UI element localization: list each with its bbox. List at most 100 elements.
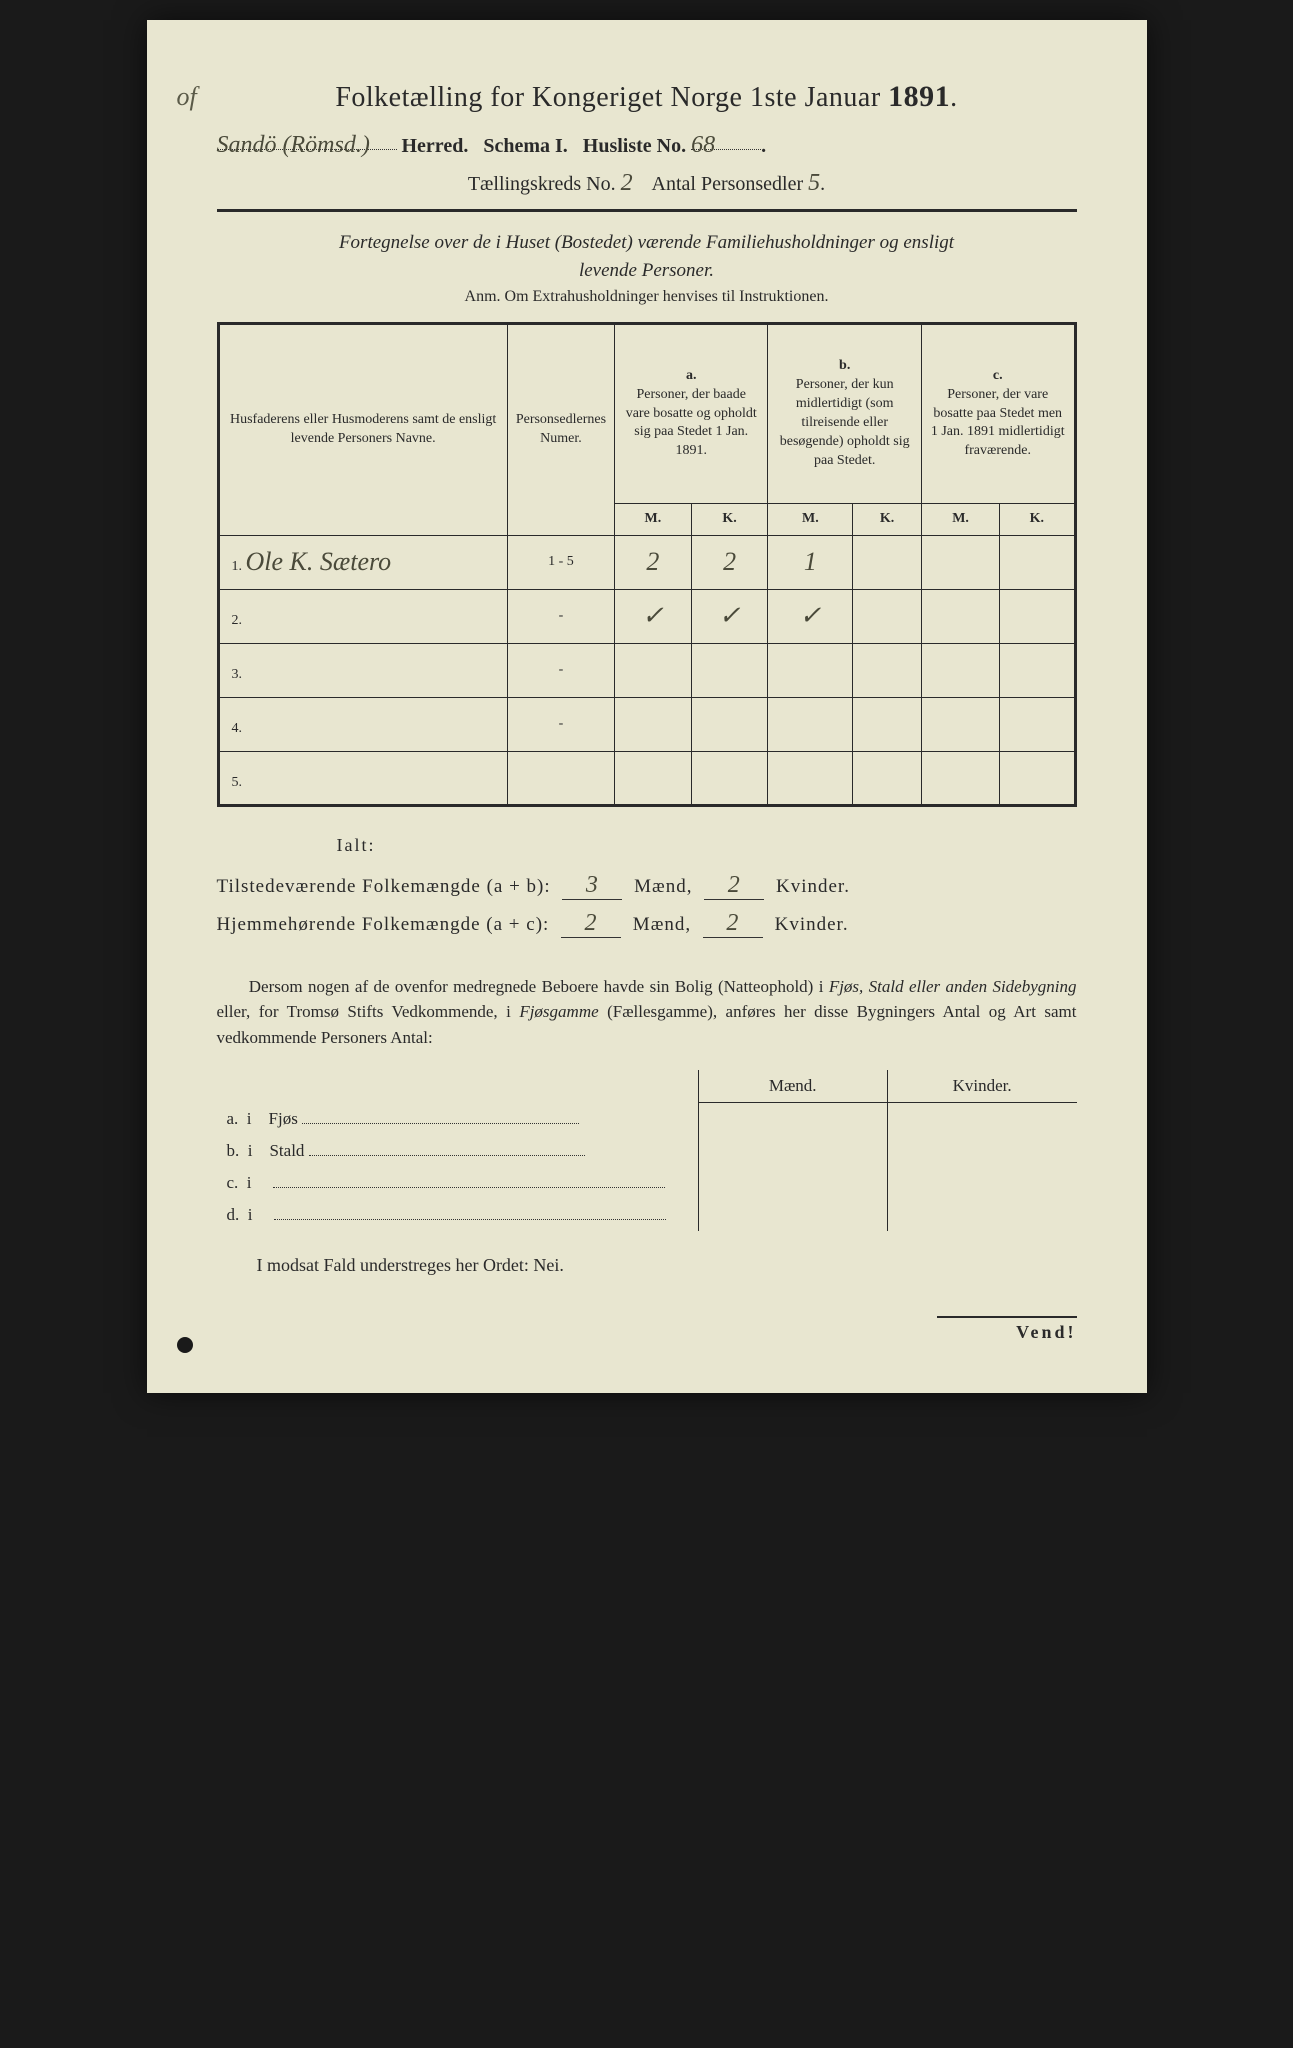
- row-b-k: [853, 751, 922, 805]
- header-line-herred: Sandö (Römsd.) Herred. Schema I. Huslist…: [217, 132, 1077, 158]
- side-row-m: [698, 1199, 887, 1231]
- subtitle-line2: levende Personer.: [217, 260, 1077, 282]
- col-header-c: c.Personer, der vare bosatte paa Stedet …: [921, 324, 1075, 504]
- hjemme-kvinder: 2: [703, 910, 763, 938]
- row-c-k: [1000, 643, 1075, 697]
- household-table: Husfaderens eller Husmoderens samt de en…: [217, 322, 1077, 807]
- row-c-k: [1000, 535, 1075, 589]
- hjemme-line: Hjemmehørende Folkemængde (a + c): 2 Mæn…: [217, 910, 1077, 938]
- subhead-b-k: K.: [853, 504, 922, 536]
- row-b-k: [853, 697, 922, 751]
- row-c-k: [1000, 751, 1075, 805]
- row-b-m: [768, 643, 853, 697]
- ialt-label: Ialt:: [337, 835, 1077, 856]
- header-line-kreds: Tællingskreds No. 2 Antal Personsedler 5…: [217, 170, 1077, 197]
- hjemme-maend: 2: [561, 910, 621, 938]
- col-header-b: b.Personer, der kun midlertidigt (som ti…: [768, 324, 921, 504]
- table-row: 5.: [218, 751, 1075, 805]
- row-a-m: 2: [615, 535, 692, 589]
- row-b-m: ✓: [768, 589, 853, 643]
- row-numer: 1 - 5: [507, 535, 614, 589]
- side-row-m: [698, 1103, 887, 1135]
- row-b-m: [768, 697, 853, 751]
- side-head-kvinder: Kvinder.: [887, 1070, 1076, 1103]
- herred-name: Sandö (Römsd.): [217, 132, 370, 159]
- tilstede-line: Tilstedeværende Folkemængde (a + b): 3 M…: [217, 872, 1077, 900]
- row-b-k: [853, 643, 922, 697]
- row-c-m: [921, 643, 999, 697]
- row-c-k: [1000, 697, 1075, 751]
- punch-hole-icon: [177, 1337, 193, 1353]
- side-row-label: d. i: [217, 1199, 699, 1231]
- col-header-numer: Personsedlernes Numer.: [507, 324, 614, 536]
- row-b-k: [853, 589, 922, 643]
- census-form-page: of Folketælling for Kongeriget Norge 1st…: [147, 20, 1147, 1393]
- row-b-m: 1: [768, 535, 853, 589]
- side-row-k: [887, 1103, 1076, 1135]
- table-row: 4. -: [218, 697, 1075, 751]
- row-name-cell: 2.: [218, 589, 507, 643]
- row-a-k: [691, 643, 768, 697]
- table-row: 1. Ole K. Sætero1 - 5221: [218, 535, 1075, 589]
- row-b-k: [853, 535, 922, 589]
- subhead-a-k: K.: [691, 504, 768, 536]
- row-c-m: [921, 697, 999, 751]
- main-title: Folketælling for Kongeriget Norge 1ste J…: [217, 80, 1077, 114]
- col-header-a: a.Personer, der baade vare bosatte og op…: [615, 324, 768, 504]
- side-row-label: b. i Stald: [217, 1135, 699, 1167]
- personsedler-count: 5: [808, 170, 820, 197]
- side-row-k: [887, 1199, 1076, 1231]
- col-header-names: Husfaderens eller Husmoderens samt de en…: [218, 324, 507, 536]
- sidebuilding-table: Mænd. Kvinder. a. i Fjøs b. i Stald c. i…: [217, 1070, 1077, 1231]
- side-head-maend: Mænd.: [698, 1070, 887, 1103]
- side-row-k: [887, 1167, 1076, 1199]
- table-row: 3. -: [218, 643, 1075, 697]
- row-c-m: [921, 751, 999, 805]
- side-row-m: [698, 1135, 887, 1167]
- row-name-cell: 3.: [218, 643, 507, 697]
- row-a-m: [615, 643, 692, 697]
- tilstede-kvinder: 2: [704, 872, 764, 900]
- side-row-label: a. i Fjøs: [217, 1103, 699, 1135]
- row-a-m: ✓: [615, 589, 692, 643]
- row-name-cell: 5.: [218, 751, 507, 805]
- row-a-k: [691, 751, 768, 805]
- row-a-k: ✓: [691, 589, 768, 643]
- row-numer: -: [507, 643, 614, 697]
- sidebuilding-row: c. i: [217, 1167, 1077, 1199]
- annotation-line: Anm. Om Extrahusholdninger henvises til …: [217, 288, 1077, 306]
- row-numer: -: [507, 697, 614, 751]
- row-a-m: [615, 751, 692, 805]
- row-name-cell: 4.: [218, 697, 507, 751]
- row-a-m: [615, 697, 692, 751]
- subhead-a-m: M.: [615, 504, 692, 536]
- row-b-m: [768, 751, 853, 805]
- row-numer: -: [507, 589, 614, 643]
- vend-label: Vend!: [937, 1316, 1077, 1343]
- nei-line: I modsat Fald understreges her Ordet: Ne…: [257, 1255, 1077, 1276]
- sidebuilding-row: b. i Stald: [217, 1135, 1077, 1167]
- row-c-m: [921, 535, 999, 589]
- side-row-k: [887, 1135, 1076, 1167]
- subtitle-line1: Fortegnelse over de i Huset (Bostedet) v…: [217, 232, 1077, 254]
- kreds-number: 2: [621, 170, 633, 197]
- subhead-b-m: M.: [768, 504, 853, 536]
- husliste-number: 68: [691, 132, 715, 159]
- table-row: 2. -✓✓✓: [218, 589, 1075, 643]
- row-name-cell: 1. Ole K. Sætero: [218, 535, 507, 589]
- subhead-c-k: K.: [1000, 504, 1075, 536]
- subhead-c-m: M.: [921, 504, 999, 536]
- row-a-k: [691, 697, 768, 751]
- row-c-m: [921, 589, 999, 643]
- sidebuilding-row: a. i Fjøs: [217, 1103, 1077, 1135]
- sidebuilding-paragraph: Dersom nogen af de ovenfor medregnede Be…: [217, 974, 1077, 1051]
- row-a-k: 2: [691, 535, 768, 589]
- tilstede-maend: 3: [562, 872, 622, 900]
- sidebuilding-row: d. i: [217, 1199, 1077, 1231]
- row-numer: [507, 751, 614, 805]
- side-row-label: c. i: [217, 1167, 699, 1199]
- divider-top: [217, 209, 1077, 212]
- row-c-k: [1000, 589, 1075, 643]
- handwritten-mark-of: of: [177, 82, 197, 112]
- side-row-m: [698, 1167, 887, 1199]
